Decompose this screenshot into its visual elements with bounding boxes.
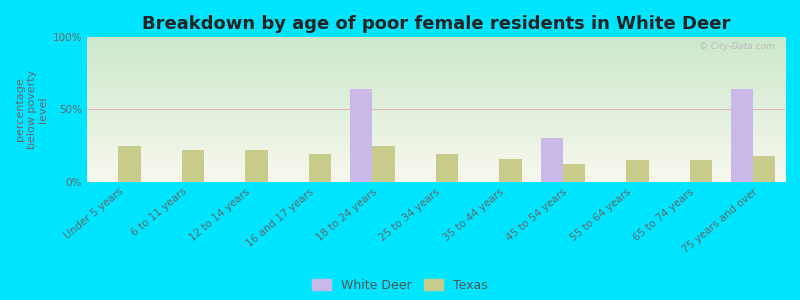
Bar [541,138,563,182]
Bar [372,146,394,182]
Bar [754,156,775,182]
Text: © City-Data.com: © City-Data.com [698,42,774,51]
Bar [626,160,649,182]
Bar [563,164,585,182]
Y-axis label: percentage
below poverty
level: percentage below poverty level [15,70,48,149]
Legend: White Deer, Texas: White Deer, Texas [307,274,493,297]
Bar [731,89,754,182]
Bar [436,154,458,182]
Bar [309,154,331,182]
Bar [350,89,372,182]
Bar [690,160,712,182]
Bar [182,150,204,182]
Bar [499,159,522,182]
Bar [118,146,141,182]
Bar [246,150,268,182]
Title: Breakdown by age of poor female residents in White Deer: Breakdown by age of poor female resident… [142,15,730,33]
